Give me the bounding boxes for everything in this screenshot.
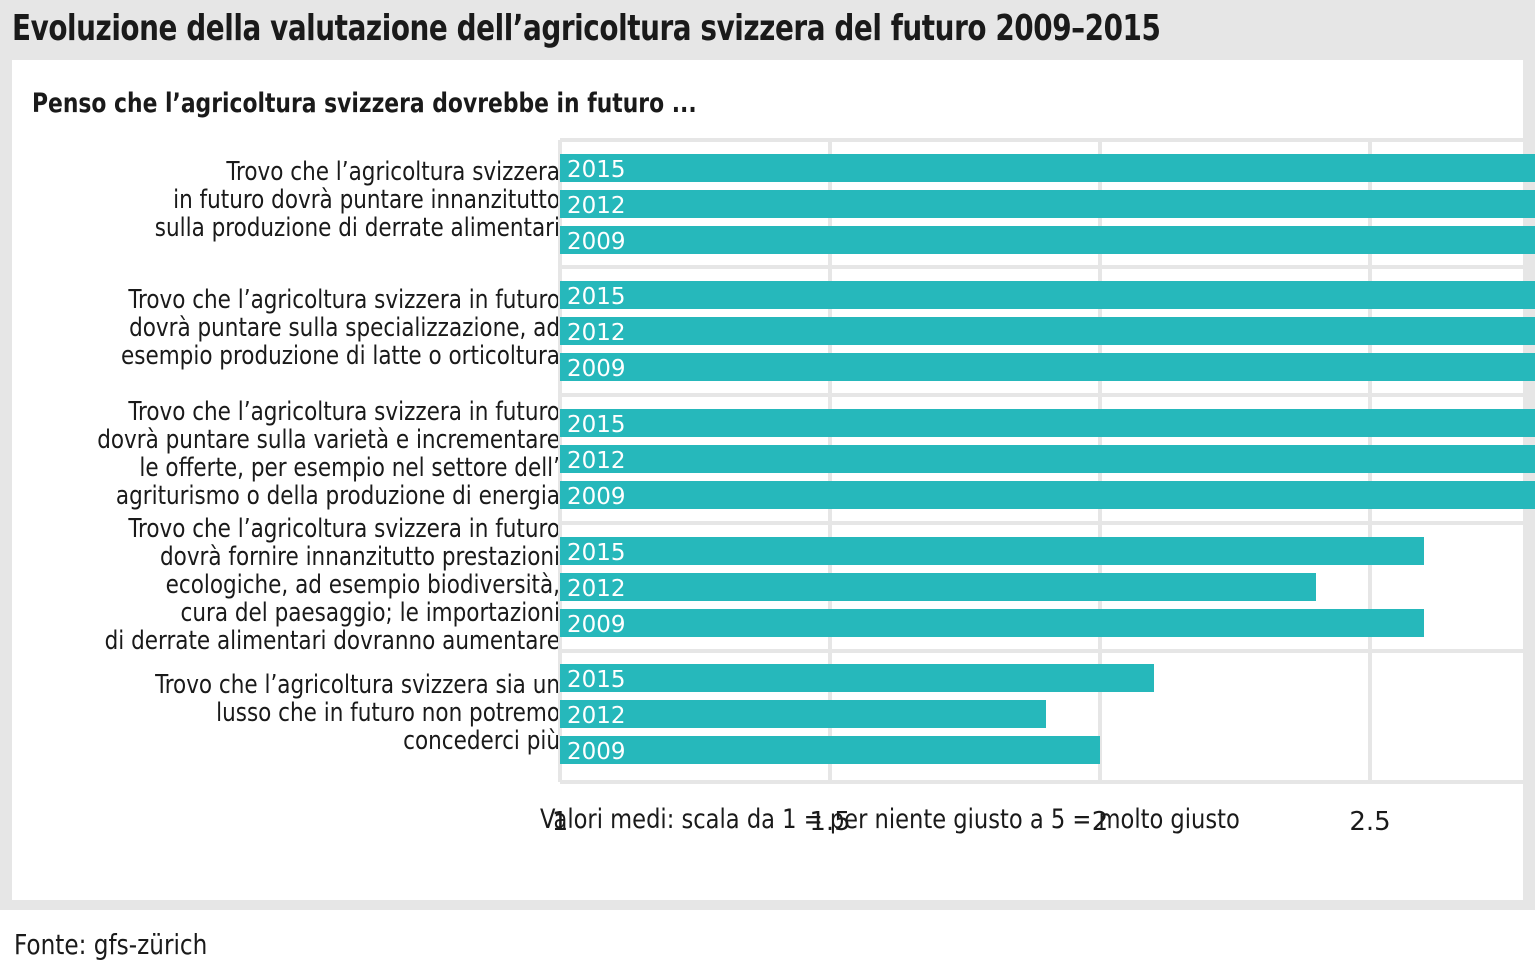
bar-1-2009 [560,226,1535,254]
bar-label-3-2009: 2009 [567,484,626,510]
bar-label-3-2015: 2015 [567,412,626,438]
bar-label-2-2009: 2009 [567,356,626,382]
bar-2-2009 [560,353,1535,381]
bar-5-2012 [560,700,1046,728]
bar-5-2015 [560,664,1154,692]
category-label-1: Trovo che l’agricoltura svizzera in futu… [154,157,560,243]
bar-label-5-2009: 2009 [567,739,626,765]
tick-label-x-1: 1.5 [809,807,850,837]
bar-3-2009 [560,481,1535,509]
category-label-3: Trovo che l’agricoltura svizzera in futu… [97,397,560,511]
bar-label-1-2012: 2012 [567,193,626,219]
bar-label-1-2009: 2009 [567,229,626,255]
bar-4-2009 [560,609,1424,637]
category-label-4: Trovo che l’agricoltura svizzera in futu… [104,514,560,656]
bar-label-5-2012: 2012 [567,703,626,729]
title-band [0,0,1535,56]
bar-label-2-2015: 2015 [567,284,626,310]
bar-label-3-2012: 2012 [567,448,626,474]
category-label-5: Trovo che l’agricoltura svizzera sia un … [155,670,560,756]
bar-2-2015 [560,281,1535,309]
source-note: Fonte: gfs-zürich [14,928,208,961]
bar-label-4-2012: 2012 [567,576,626,602]
tick-label-x-3: 2.5 [1349,807,1390,837]
bar-3-2015 [560,409,1535,437]
tick-label-x-2: 2 [1092,807,1109,837]
bar-4-2015 [560,537,1424,565]
bar-4-2012 [560,573,1316,601]
bar-label-5-2015: 2015 [567,667,626,693]
bar-5-2009 [560,736,1100,764]
bar-label-1-2015: 2015 [567,157,626,183]
bar-label-2-2012: 2012 [567,320,626,346]
category-label-2: Trovo che l’agricoltura svizzera in futu… [121,285,560,371]
bar-label-4-2015: 2015 [567,540,626,566]
bar-1-2012 [560,190,1535,218]
tick-label-x-0: 1 [552,807,569,837]
chart-title: Evoluzione della valutazione dell’agrico… [12,8,1161,49]
x-axis-label: Valori medi: scala da 1 = per niente giu… [540,804,1240,835]
bar-label-4-2009: 2009 [567,612,626,638]
bar-1-2015 [560,154,1535,182]
bar-2-2012 [560,317,1535,345]
chart-subtitle: Penso che l’agricoltura svizzera dovrebb… [32,88,697,119]
bar-3-2012 [560,445,1535,473]
